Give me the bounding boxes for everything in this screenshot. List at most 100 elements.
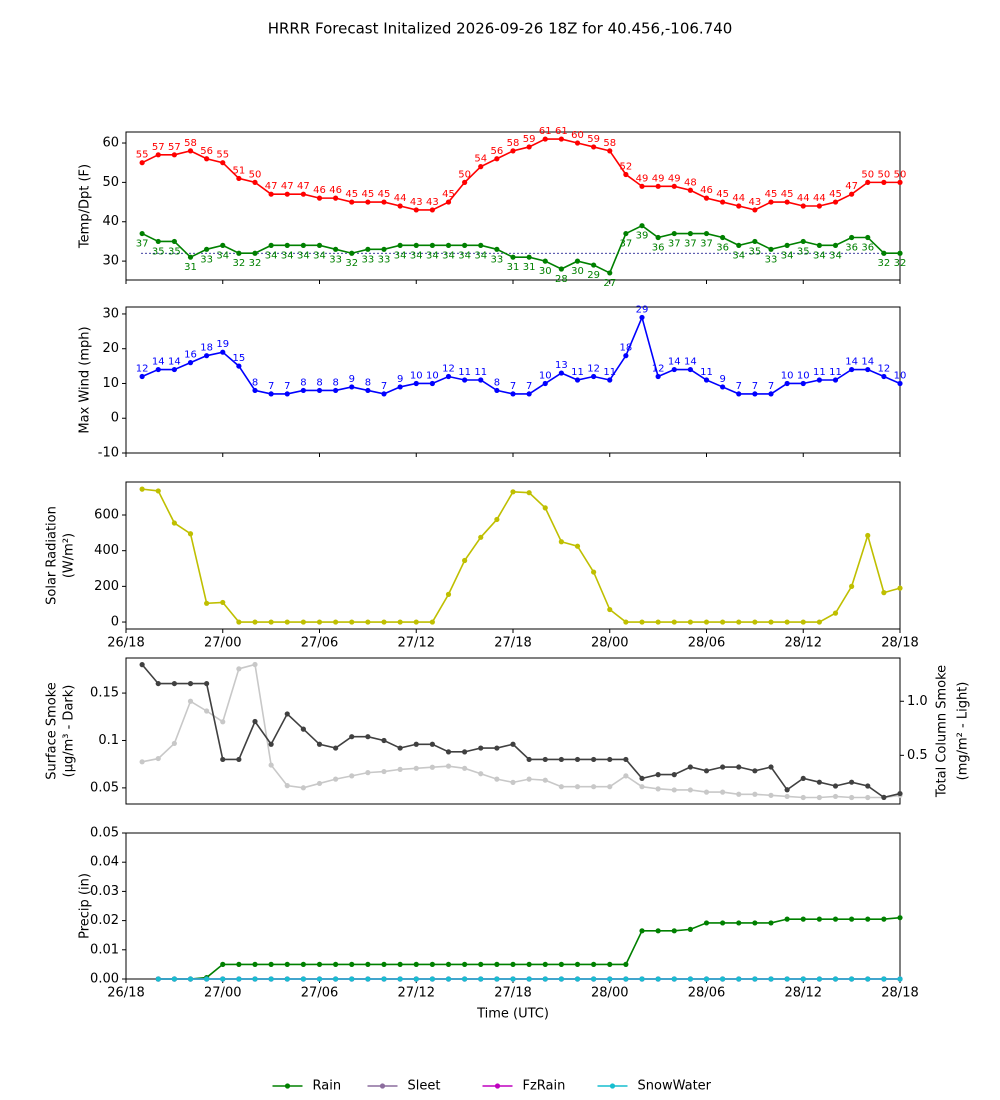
axis-label: Total Column Smoke [935,665,950,798]
y-tick-label: 50 [102,175,119,190]
data-point [655,234,661,241]
data-point [784,793,790,800]
data-label: 57 [152,142,165,153]
data-point [365,246,371,252]
data-point [187,531,194,537]
data-label: 37 [700,239,713,250]
data-label: 44 [394,193,407,204]
y-tick-label: 0.01 [90,942,119,957]
data-point [494,516,500,523]
data-point [574,543,581,549]
axis-label: Surface Smoke [45,682,60,780]
data-point [574,377,581,383]
data-point [494,156,500,162]
data-point [445,242,452,248]
data-point [720,384,726,390]
data-point [687,976,693,982]
data-point [284,619,290,625]
data-point [865,234,871,241]
data-point [687,619,693,625]
data-point [333,246,339,252]
data-point [591,976,597,982]
data-point [558,961,564,968]
data-label: 50 [458,169,471,180]
data-label: 11 [474,367,487,378]
y-tick-label: 0.1 [98,733,119,748]
data-point [526,776,532,782]
data-point [252,250,258,256]
data-point [849,366,855,373]
data-point [268,391,274,397]
data-label: 47 [281,181,294,192]
legend-label: Rain [313,1079,342,1094]
data-point [897,250,903,256]
y2-tick-label: 0.5 [907,748,928,763]
data-point [349,619,355,625]
data-point [558,539,564,545]
data-point [381,737,387,744]
y-tick-label: 20 [102,341,119,356]
data-label: 14 [861,357,874,368]
data-label: 45 [378,189,391,200]
y-tick-label: 0.15 [90,686,119,701]
data-point [897,915,903,921]
data-point [655,976,661,982]
data-point [752,207,758,213]
data-point [187,680,194,687]
data-label: 34 [313,250,326,261]
data-label: 60 [571,130,584,141]
data-label: 58 [184,138,197,149]
data-point [736,976,742,982]
data-point [800,203,806,209]
data-label: 45 [829,189,842,200]
data-point [462,179,468,185]
data-point [607,606,613,613]
data-label: 35 [749,246,762,257]
data-point [413,741,419,747]
data-point [607,377,613,383]
data-label: 30 [571,266,584,277]
data-point [865,794,871,801]
data-point [316,961,323,968]
data-point [542,777,548,783]
data-point [236,666,242,672]
y-tick-label: 40 [102,214,119,229]
data-point [333,619,339,625]
data-point [462,976,468,982]
data-point [316,780,323,787]
data-label: 9 [349,374,355,385]
data-point [736,791,742,797]
data-point [639,976,645,982]
data-point [526,756,532,763]
data-point [478,242,484,248]
data-label: 36 [861,242,874,253]
data-point [768,764,774,770]
data-point [720,920,726,926]
data-point [849,976,855,982]
data-label: 12 [136,364,149,375]
data-point [558,784,564,790]
data-label: 34 [216,250,229,261]
data-point [671,366,677,373]
y-tick-label: 600 [94,508,119,523]
data-point [542,961,548,968]
data-label: 11 [829,367,842,378]
data-point [881,250,887,256]
data-point [413,961,419,968]
plot-frame [125,657,901,805]
data-label: 34 [281,250,294,261]
data-point [268,741,274,747]
series-line [141,663,901,799]
data-point [881,916,887,922]
data-point [204,246,210,252]
data-point [300,191,306,197]
data-point [671,787,677,793]
data-point [736,920,742,926]
x-axis-label: Time (UTC) [476,1007,549,1022]
axis-label: (mg/m² - Light) [956,682,971,781]
data-point [268,242,274,248]
data-point [155,238,161,245]
data-point [413,619,419,625]
data-point [832,610,839,616]
data-point [284,961,290,968]
